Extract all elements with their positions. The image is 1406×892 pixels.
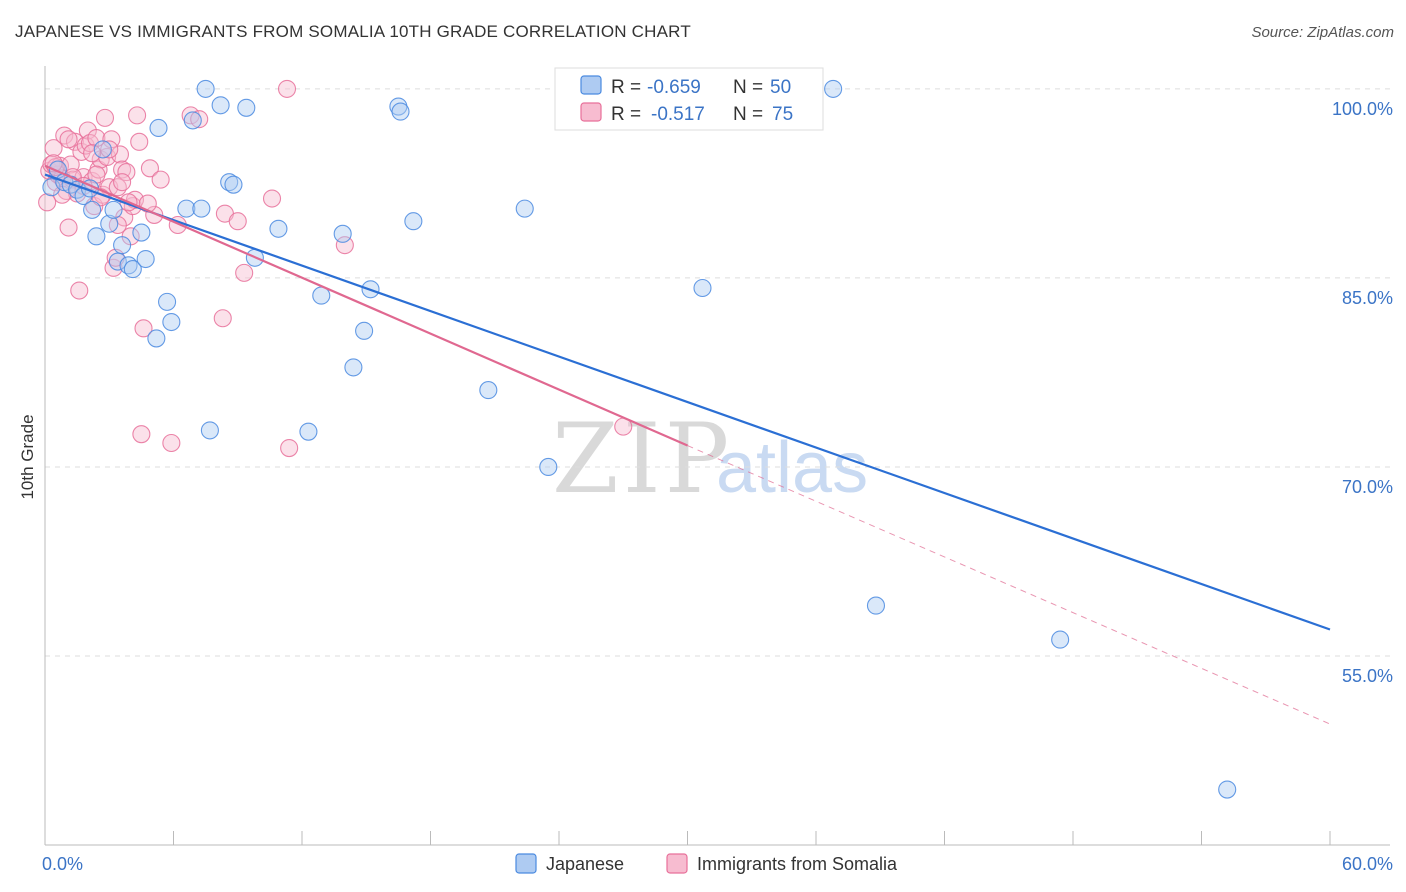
japanese-point[interactable] — [355, 321, 374, 340]
watermark-atlas: atlas — [716, 428, 868, 508]
somalia-point[interactable] — [134, 319, 153, 338]
somalia-point[interactable] — [277, 79, 297, 98]
japanese-point[interactable] — [196, 79, 215, 98]
somalia-point[interactable] — [59, 218, 78, 237]
legend-r-value-somalia: -0.517 — [651, 104, 705, 125]
somalia-point[interactable] — [190, 110, 209, 129]
japanese-point[interactable] — [100, 214, 119, 233]
legend-n-label-japanese: N = — [733, 77, 763, 98]
japanese-trend-line — [44, 173, 1331, 631]
x-tick-label: 60.0% — [1342, 854, 1393, 874]
japanese-point[interactable] — [158, 292, 177, 311]
japanese-point[interactable] — [515, 199, 534, 218]
somalia-point[interactable] — [132, 425, 151, 444]
somalia-point[interactable] — [262, 189, 282, 208]
japanese-point[interactable] — [1218, 780, 1237, 799]
japanese-point[interactable] — [866, 596, 886, 615]
legend-r-label-somalia: R = — [611, 104, 641, 125]
legend-n-value-somalia: 75 — [772, 104, 793, 125]
japanese-point[interactable] — [147, 329, 166, 348]
stats-legend: R = -0.659 N = 50 R = -0.517 N = 75 — [554, 67, 824, 131]
grid-layer — [45, 88, 1390, 657]
somalia-trend-extension — [687, 445, 1331, 725]
y-axis-label: 10th Grade — [18, 414, 37, 499]
trend-layer — [44, 164, 1331, 725]
points-layer — [38, 79, 1237, 799]
japanese-point[interactable] — [162, 312, 181, 332]
legend-r-value-japanese: -0.659 — [647, 77, 701, 98]
japanese-point[interactable] — [83, 200, 102, 219]
somalia-point[interactable] — [213, 309, 232, 328]
bottom-legend-swatch-somalia[interactable] — [666, 853, 688, 874]
bottom-legend-label-somalia[interactable]: Immigrants from Somalia — [697, 854, 898, 874]
japanese-point[interactable] — [93, 140, 112, 159]
legend-swatch-somalia — [580, 102, 602, 122]
japanese-point[interactable] — [132, 223, 151, 242]
somalia-point[interactable] — [128, 106, 147, 125]
japanese-point[interactable] — [200, 421, 219, 440]
somalia-point[interactable] — [113, 173, 132, 192]
japanese-point[interactable] — [183, 111, 202, 130]
y-tick-label: 55.0% — [1342, 666, 1393, 686]
japanese-point[interactable] — [824, 79, 843, 98]
bottom-legend-label-japanese[interactable]: Japanese — [546, 854, 624, 874]
somalia-point[interactable] — [100, 140, 119, 159]
somalia-point[interactable] — [44, 139, 63, 158]
japanese-point[interactable] — [113, 236, 132, 255]
somalia-point[interactable] — [140, 159, 159, 178]
somalia-point[interactable] — [117, 163, 136, 182]
somalia-point[interactable] — [87, 128, 106, 148]
japanese-point[interactable] — [224, 175, 243, 194]
japanese-point[interactable] — [404, 212, 423, 231]
japanese-point[interactable] — [299, 422, 318, 441]
somalia-point[interactable] — [162, 433, 181, 453]
japanese-point[interactable] — [333, 224, 352, 243]
somalia-point[interactable] — [59, 130, 78, 149]
japanese-point[interactable] — [237, 98, 256, 117]
somalia-point[interactable] — [38, 193, 57, 212]
somalia-point[interactable] — [235, 263, 254, 282]
legend-r-label-japanese: R = — [611, 77, 641, 98]
japanese-point[interactable] — [1051, 630, 1070, 649]
somalia-point[interactable] — [70, 281, 89, 300]
japanese-point[interactable] — [123, 260, 142, 279]
japanese-point[interactable] — [211, 96, 230, 115]
somalia-point[interactable] — [130, 132, 149, 151]
y-tick-label: 100.0% — [1332, 99, 1393, 119]
somalia-point[interactable] — [280, 438, 299, 458]
japanese-point[interactable] — [344, 358, 363, 377]
legend-n-label-somalia: N = — [733, 104, 763, 125]
japanese-point[interactable] — [391, 102, 410, 121]
axes-layer: 100.0% 85.0% 70.0% 55.0% 0.0% 60.0% — [42, 66, 1393, 874]
somalia-trend-line — [44, 164, 688, 447]
japanese-point[interactable] — [693, 278, 712, 298]
legend-swatch-japanese — [580, 75, 602, 95]
japanese-point[interactable] — [149, 118, 168, 138]
source-label: Source: ZipAtlas.com — [1251, 24, 1394, 41]
japanese-point[interactable] — [177, 199, 196, 218]
japanese-point[interactable] — [269, 219, 288, 238]
legend-n-value-japanese: 50 — [770, 77, 791, 98]
watermark-zip: ZIP — [552, 403, 733, 515]
x-tick-label: 0.0% — [42, 854, 83, 874]
japanese-point[interactable] — [87, 227, 106, 246]
somalia-point[interactable] — [95, 108, 115, 127]
japanese-point[interactable] — [479, 381, 498, 400]
y-tick-label: 70.0% — [1342, 477, 1393, 497]
somalia-point[interactable] — [335, 236, 354, 255]
somalia-point[interactable] — [110, 145, 130, 164]
somalia-point[interactable] — [228, 212, 247, 231]
somalia-point[interactable] — [151, 170, 170, 189]
japanese-point[interactable] — [192, 199, 211, 218]
series-legend: Japanese Immigrants from Somalia — [515, 853, 898, 874]
bottom-legend-swatch-japanese[interactable] — [515, 853, 537, 874]
chart-title: JAPANESE VS IMMIGRANTS FROM SOMALIA 10TH… — [15, 22, 691, 41]
y-tick-label: 85.0% — [1342, 288, 1393, 308]
japanese-point[interactable] — [104, 200, 123, 219]
japanese-point[interactable] — [136, 249, 155, 269]
japanese-point[interactable] — [539, 457, 558, 477]
somalia-point[interactable] — [83, 144, 102, 163]
